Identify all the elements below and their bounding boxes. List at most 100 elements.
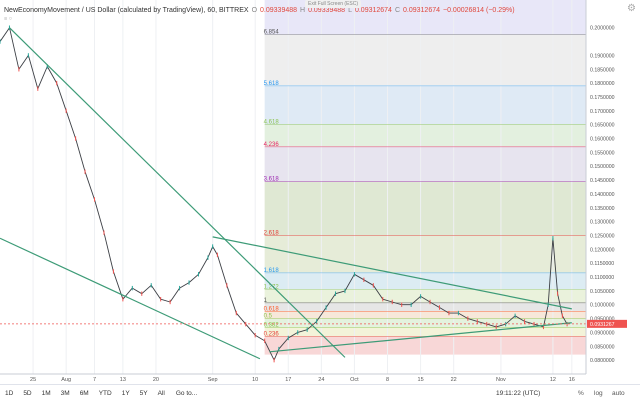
axes: 0.2000000 0.1900000 0.1850000 0.1800000 0.17…: [0, 0, 627, 383]
bottom-toolbar: 1D 5D 1M 3M 6M YTD 1Y 5Y All Go to... 19…: [0, 384, 640, 401]
goto-button[interactable]: Go to...: [175, 389, 198, 397]
timeframe-6m-button[interactable]: 6M: [79, 389, 89, 397]
log-toggle[interactable]: log: [594, 389, 603, 397]
time-tick-label: 16: [569, 377, 575, 383]
price-tick-label: 0.1250000: [590, 233, 615, 239]
fib-band: [264, 235, 586, 273]
fib-band: [264, 146, 586, 182]
time-tick-label: 20: [153, 377, 159, 383]
price-tick-label: 0.0900000: [590, 330, 615, 336]
fib-band: [264, 318, 586, 328]
chart-header: NewEconomyMovement / US Dollar (calculat…: [4, 3, 515, 17]
fib-band: [264, 302, 586, 312]
trendline-lower-descending: [0, 237, 261, 360]
timeframe-1y-button[interactable]: 1Y: [121, 389, 130, 397]
fib-level-label: 4.618: [264, 120, 280, 126]
price-tick-label: 0.1800000: [590, 81, 615, 87]
fib-band: [264, 289, 586, 303]
time-tick-label: 25: [30, 377, 36, 383]
ohlc-open-value: 0.09339488: [260, 6, 298, 14]
ohlc-open-label: O: [251, 6, 258, 14]
price-tick-label: 0.1100000: [590, 275, 614, 281]
price-tick-label: 0.1150000: [590, 261, 614, 267]
current-price-label: 0.0931267: [590, 322, 615, 328]
trendline-triangle-upper: [212, 236, 572, 310]
time-tick-label: Aug: [61, 377, 71, 383]
fib-band: [264, 311, 586, 319]
trendline-upper-descending: [9, 27, 346, 358]
price-tick-label: 0.1450000: [590, 178, 615, 184]
price-tick-label: 0.0950000: [590, 317, 615, 323]
chart-canvas[interactable]: 0.236 0.382 0.5 0.618 1 1.272 1.618 2.618 3.618 4…: [0, 0, 640, 384]
timeframe-1d-button[interactable]: 1D: [5, 389, 14, 397]
fib-level-label: 3.618: [264, 176, 280, 182]
price-tick-label: 0.1200000: [590, 247, 615, 253]
time-tick-label: 7: [93, 377, 96, 383]
fib-band: [264, 181, 586, 236]
timeframe-3m-button[interactable]: 3M: [60, 389, 70, 397]
exit-fullscreen-button[interactable]: Exit Full Screen (ESC): [305, 0, 362, 8]
fib-level-label: 0.236: [264, 332, 280, 338]
fib-level-label: 5.618: [264, 81, 280, 87]
fib-band: [264, 85, 586, 125]
trendlines: [0, 27, 586, 360]
time-tick-label: 24: [318, 377, 324, 383]
time-tick-label: Nov: [496, 377, 506, 383]
ohlc-high-value: 0.09339488: [308, 6, 346, 14]
price-series: [0, 25, 568, 363]
price-tick-label: 0.1900000: [590, 53, 615, 59]
price-tick-label: 0.1350000: [590, 206, 615, 212]
percent-toggle[interactable]: %: [578, 389, 584, 397]
price-tick-label: 0.1000000: [590, 303, 615, 309]
ohlc-low-label: L: [348, 6, 352, 14]
current-price-tag: [587, 319, 627, 328]
timeframe-5y-button[interactable]: 5Y: [139, 389, 148, 397]
fib-level-label: 1: [264, 298, 268, 304]
ohlc-close-label: C: [394, 6, 401, 14]
fib-band: [264, 34, 586, 86]
price-tick-label: 0.0850000: [590, 344, 615, 350]
fib-band: [264, 327, 586, 337]
price-tick-label: 0.1600000: [590, 137, 615, 143]
fib-band: [264, 272, 586, 290]
auto-toggle[interactable]: auto: [612, 389, 625, 397]
price-tick-label: 0.1850000: [590, 67, 615, 73]
symbol-title: NewEconomyMovement / US Dollar (calculat…: [4, 6, 249, 14]
time-tick-label: 10: [252, 377, 258, 383]
price-tick-label: 0.1050000: [590, 289, 615, 295]
price-tick-label: 0.1700000: [590, 109, 615, 115]
time-tick-label: 13: [120, 377, 126, 383]
fib-bands: [264, 0, 586, 355]
timeframe-1m-button[interactable]: 1M: [41, 389, 51, 397]
price-tick-label: 0.1400000: [590, 192, 615, 198]
utc-clock: 19:11:22 (UTC): [496, 389, 541, 397]
price-tick-label: 0.1750000: [590, 95, 615, 101]
price-tick-label: 0.1650000: [590, 123, 615, 129]
timeframe-all-button[interactable]: All: [157, 389, 165, 397]
timeframe-5d-button[interactable]: 5D: [23, 389, 32, 397]
fib-band: [264, 124, 586, 147]
trendline-triangle-lower: [269, 322, 572, 353]
fib-level-label: 6.854: [264, 30, 280, 36]
fib-level-label: 0.5: [264, 314, 273, 320]
time-tick-label: 15: [418, 377, 424, 383]
indicator-toggle-icon[interactable]: ≡ ○: [4, 16, 13, 22]
price-tick-label: 0.1550000: [590, 150, 615, 156]
gear-icon[interactable]: ⚙: [627, 3, 636, 14]
time-tick-label: 8: [386, 377, 389, 383]
fib-level-label: 0.382: [264, 322, 280, 328]
time-tick-label: 12: [550, 377, 556, 383]
price-tick-label: 0.0800000: [590, 358, 615, 364]
time-tick-label: Oct: [350, 377, 359, 383]
price-tick-label: 0.2000000: [590, 26, 615, 32]
fib-level-label: 4.236: [264, 142, 280, 148]
timeframe-ytd-button[interactable]: YTD: [98, 389, 112, 397]
price-tick-label: 0.1300000: [590, 220, 615, 226]
time-tick-label: Sep: [208, 377, 218, 383]
fib-band: [264, 336, 586, 355]
fib-level-label: 0.618: [264, 306, 280, 312]
price-tick-label: 0.1500000: [590, 164, 615, 170]
time-tick-label: 22: [451, 377, 457, 383]
fib-level-label: 1.618: [264, 268, 280, 274]
price-change: −0.00026814 (−0.29%): [443, 6, 515, 14]
